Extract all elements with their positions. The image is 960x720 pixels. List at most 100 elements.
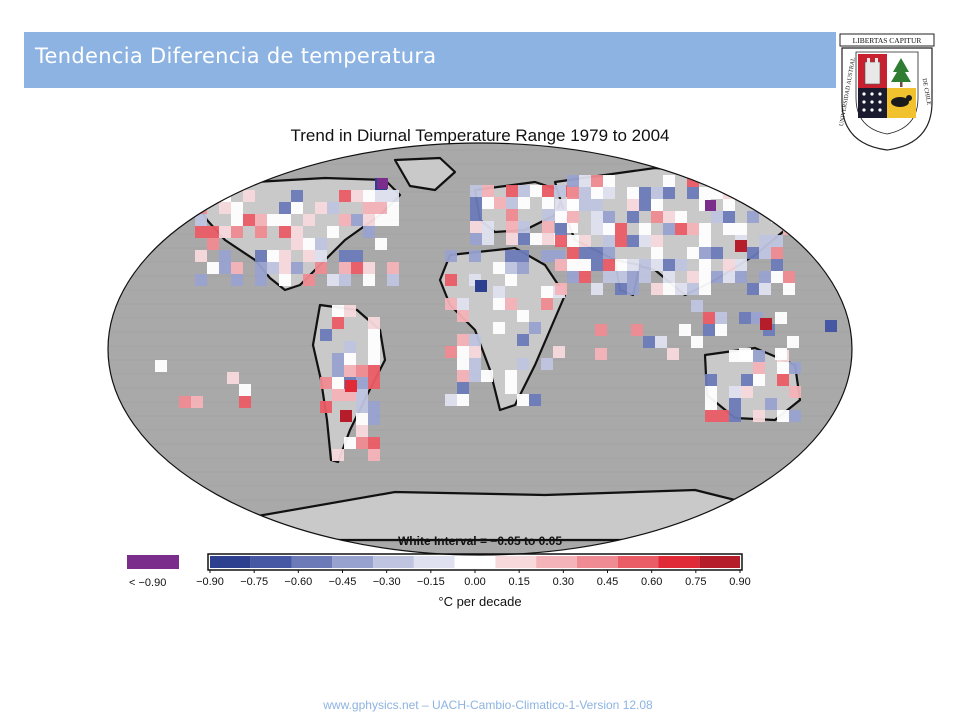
trend-cell <box>699 247 711 259</box>
trend-cell <box>387 274 399 286</box>
trend-cell <box>368 353 380 365</box>
trend-cell <box>243 214 255 226</box>
trend-cell <box>675 283 687 295</box>
trend-cell <box>691 300 703 312</box>
trend-cell <box>219 226 231 238</box>
trend-cell <box>631 324 643 336</box>
trend-cell <box>753 374 765 386</box>
trend-cell <box>603 187 615 199</box>
trend-cell <box>344 305 356 317</box>
trend-cell <box>219 202 231 214</box>
trend-cell <box>469 250 481 262</box>
trend-cell <box>332 389 344 401</box>
trend-cell <box>155 360 167 372</box>
trend-cell <box>332 305 344 317</box>
trend-cell <box>332 365 344 377</box>
trend-cell <box>723 199 735 211</box>
trend-cell <box>517 334 529 346</box>
trend-cell <box>753 410 765 422</box>
trend-cell <box>505 250 517 262</box>
trend-cell <box>320 329 332 341</box>
trend-cell <box>639 259 651 271</box>
trend-cell <box>457 358 469 370</box>
logo-arc-right: DE CHILE <box>921 78 932 106</box>
trend-cell-strong <box>340 410 352 422</box>
trend-cell-below-min <box>705 200 716 211</box>
trend-cell <box>567 175 579 187</box>
trend-cell <box>747 175 759 187</box>
trend-cell <box>505 274 517 286</box>
trend-cell <box>591 211 603 223</box>
trend-cell <box>711 175 723 187</box>
slide-title: Tendencia Diferencia de temperatura <box>35 44 437 68</box>
trend-cell <box>687 283 699 295</box>
trend-cell <box>291 238 303 250</box>
trend-cell <box>457 346 469 358</box>
trend-cell <box>615 283 627 295</box>
trend-cell <box>735 223 747 235</box>
trend-cell <box>303 238 315 250</box>
trend-cell <box>356 437 368 449</box>
trend-cell <box>291 202 303 214</box>
trend-cell <box>691 336 703 348</box>
trend-cell <box>554 185 566 197</box>
trend-cell <box>542 197 554 209</box>
trend-cell <box>739 348 751 360</box>
trend-cell-strong <box>345 380 357 392</box>
below-min-swatch <box>127 555 179 569</box>
trend-cell <box>615 235 627 247</box>
trend-cell <box>291 190 303 202</box>
trend-cell <box>368 377 380 389</box>
trend-cell <box>541 286 553 298</box>
trend-cell <box>339 250 351 262</box>
trend-cell <box>729 386 741 398</box>
trend-cell <box>567 187 579 199</box>
trend-cell <box>579 187 591 199</box>
trend-cell <box>351 190 363 202</box>
slide-title-bar: Tendencia Diferencia de temperatura <box>24 32 836 88</box>
trend-cell <box>505 298 517 310</box>
trend-cell <box>506 233 518 245</box>
trend-cell <box>315 202 327 214</box>
trend-cell <box>729 410 741 422</box>
trend-cell <box>567 259 579 271</box>
trend-cell <box>699 187 711 199</box>
trend-cell <box>783 187 795 199</box>
trend-cell <box>470 233 482 245</box>
trend-cell <box>356 365 368 377</box>
trend-cell <box>375 202 387 214</box>
trend-cell <box>279 202 291 214</box>
trend-cell <box>651 199 663 211</box>
trend-cell <box>387 202 399 214</box>
trend-cell <box>663 271 675 283</box>
trend-cell <box>320 377 332 389</box>
below-min-label: < −0.90 <box>129 577 167 589</box>
trend-cell <box>627 187 639 199</box>
trend-cell <box>279 250 291 262</box>
colorbar-swatch <box>576 556 618 568</box>
trend-cell <box>555 223 567 235</box>
trend-cell <box>445 394 457 406</box>
trend-cell <box>356 425 368 437</box>
colorbar-swatch <box>332 556 374 568</box>
trend-cell <box>735 259 747 271</box>
trend-cell <box>518 185 530 197</box>
trend-cell <box>368 341 380 353</box>
trend-cell <box>703 324 715 336</box>
trend-cell <box>735 175 747 187</box>
trend-cell <box>759 187 771 199</box>
trend-cell <box>783 223 795 235</box>
trend-cell <box>603 259 615 271</box>
trend-cell <box>705 374 717 386</box>
trend-cell <box>753 362 765 374</box>
trend-cell <box>777 362 789 374</box>
trend-cell <box>219 250 231 262</box>
trend-cell <box>517 250 529 262</box>
trend-cell <box>579 271 591 283</box>
colorbar-swatch <box>495 556 537 568</box>
trend-cell <box>368 437 380 449</box>
map-title: Trend in Diurnal Temperature Range 1979 … <box>290 126 670 145</box>
trend-cell <box>789 410 801 422</box>
trend-cell <box>651 187 663 199</box>
trend-cell <box>651 247 663 259</box>
